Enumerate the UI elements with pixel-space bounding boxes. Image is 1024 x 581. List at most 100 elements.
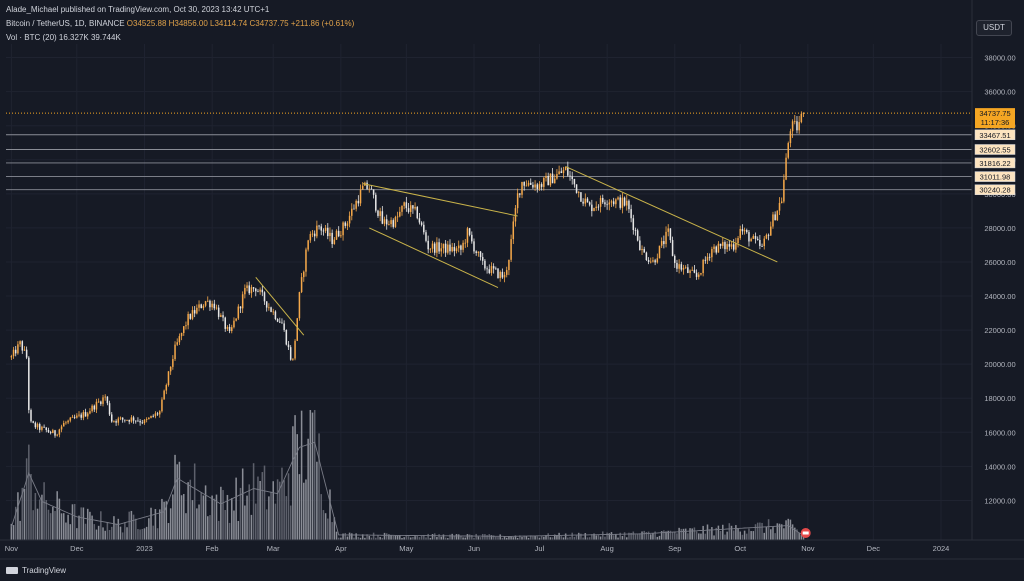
candle-body — [429, 248, 432, 250]
volume-bar — [220, 486, 222, 540]
candle-body — [311, 233, 314, 235]
candle-body — [237, 306, 240, 319]
volume-label[interactable]: Vol · BTC (20) — [6, 33, 57, 42]
volume-bar — [776, 523, 779, 540]
tradingview-brand[interactable]: TradingView — [6, 566, 66, 575]
candle-body — [309, 234, 312, 241]
volume-bar — [665, 531, 667, 540]
volume-bar — [527, 537, 530, 540]
volume-bar — [588, 537, 591, 540]
volume-bar — [647, 531, 650, 540]
volume-bar — [126, 527, 128, 540]
current-price-label: 34737.75 — [979, 109, 1010, 118]
volume-bar — [628, 532, 630, 540]
volume-bar — [553, 534, 556, 540]
candle-body — [62, 423, 65, 427]
bar-countdown-label: 11:17:36 — [981, 118, 1010, 127]
candle-body — [453, 246, 456, 252]
candle-body — [289, 347, 292, 360]
candle-body — [780, 201, 783, 203]
x-tick-label: Feb — [206, 544, 219, 553]
candle-body — [193, 310, 196, 314]
volume-bar — [158, 509, 161, 540]
candle-body — [447, 244, 449, 253]
volume-bar — [54, 511, 56, 540]
candle-body — [680, 264, 683, 270]
candle-body — [564, 167, 567, 171]
tradingview-logo-icon — [6, 567, 18, 575]
symbol-name[interactable]: Bitcoin / TetherUS, 1D, BINANCE — [6, 19, 125, 28]
volume-bar — [682, 528, 685, 540]
volume-bar — [547, 533, 549, 540]
volume-bar — [484, 534, 486, 540]
candle-body — [632, 218, 635, 231]
volume-bar — [724, 534, 726, 540]
x-tick-label: Apr — [335, 544, 347, 553]
volume-bar — [145, 526, 148, 540]
candle-body — [652, 260, 654, 262]
volume-bar — [641, 531, 643, 540]
candle-body — [78, 414, 80, 416]
volume-bar — [239, 487, 242, 540]
trendline-apr-jun-channel-bottom[interactable] — [369, 227, 499, 288]
volume-bar — [752, 531, 755, 540]
volume-bar — [444, 537, 447, 540]
currency-button[interactable]: USDT — [976, 20, 1012, 36]
volume-bar — [235, 477, 237, 540]
candle-body — [527, 182, 530, 186]
candle-body — [444, 243, 447, 253]
volume-bar — [715, 527, 717, 540]
volume-bar — [471, 535, 473, 540]
volume-bar — [128, 511, 130, 540]
volume-bar — [464, 537, 467, 540]
candles — [10, 111, 805, 438]
x-tick-label: Jun — [468, 544, 480, 553]
volume-bar — [615, 534, 617, 540]
candle-body — [409, 205, 412, 212]
candle-body — [272, 311, 274, 313]
trendline-jul-oct-downtrend[interactable] — [565, 166, 778, 263]
volume-bar — [778, 523, 781, 540]
grid — [6, 44, 972, 540]
volume-bar — [154, 509, 157, 540]
y-tick-label: 28000.00 — [984, 224, 1015, 233]
volume-bar — [468, 534, 471, 540]
candle-body — [130, 417, 133, 422]
candle-body — [113, 421, 115, 422]
volume-bar — [257, 476, 259, 540]
candle-body — [52, 430, 54, 434]
volume-bar — [669, 530, 672, 540]
volume-bar — [76, 528, 78, 540]
candle-body — [660, 241, 663, 246]
volume-bar — [217, 520, 220, 540]
candle-body — [167, 371, 170, 386]
publisher-line: Alade_Michael published on TradingView.c… — [6, 5, 270, 14]
volume-bar — [320, 494, 323, 540]
volume-bar — [497, 537, 499, 540]
volume-bar — [368, 535, 371, 540]
volume-bar — [582, 537, 584, 540]
volume-bar — [193, 463, 196, 540]
candle-body — [612, 201, 615, 205]
volume-bar — [802, 535, 805, 540]
trendline-apr-jun-channel-top[interactable] — [362, 183, 518, 217]
volume-bar — [770, 529, 772, 540]
candle-body — [724, 242, 726, 250]
candle-body — [21, 341, 24, 351]
candle-body — [102, 397, 104, 404]
volume-legend: Vol · BTC (20) 16.327K 39.744K — [6, 33, 121, 42]
volume-bar — [508, 536, 510, 540]
volume-bar — [634, 534, 637, 540]
volume-bar — [577, 532, 580, 540]
candle-body — [706, 256, 709, 261]
volume-bar — [687, 533, 689, 540]
trendline-feb-mar-downtrend[interactable] — [255, 276, 305, 336]
candle-body — [71, 416, 74, 418]
volume-bar — [377, 535, 379, 540]
volume-bar — [30, 473, 32, 540]
volume-bar — [787, 518, 790, 540]
candle-body — [556, 174, 558, 179]
volume-bar — [543, 536, 545, 540]
candle-body — [615, 199, 617, 205]
